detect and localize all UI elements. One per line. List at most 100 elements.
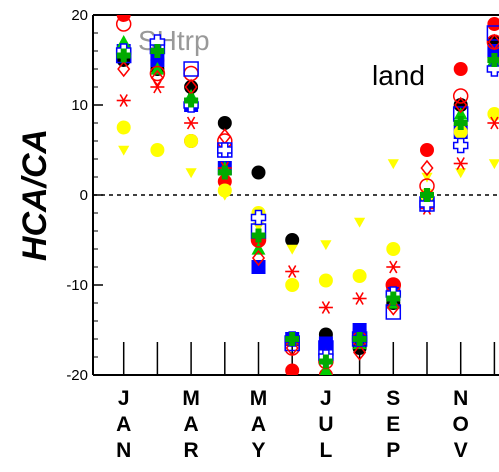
point-diamond-open xyxy=(150,69,164,87)
month-letter: A xyxy=(184,413,199,436)
month-letter: J xyxy=(320,387,332,410)
month-letter: P xyxy=(386,439,400,462)
point-plus xyxy=(322,354,329,369)
point-triangle-down xyxy=(151,145,163,156)
month-letter: N xyxy=(116,439,131,462)
point-plus xyxy=(424,188,430,202)
land-annotation: land xyxy=(372,60,425,91)
point-diamond-open xyxy=(386,299,400,316)
point-diamond-open xyxy=(454,96,468,114)
month-letter: R xyxy=(184,439,199,462)
point-plus xyxy=(289,332,296,346)
point-circle xyxy=(386,242,401,256)
point-circle xyxy=(285,363,300,375)
data-markers xyxy=(115,15,499,375)
point-diamond-open xyxy=(353,344,367,361)
month-letter: M xyxy=(182,387,200,410)
month-letter: V xyxy=(454,439,468,462)
point-cross-open xyxy=(250,209,267,226)
point-cross-open xyxy=(452,137,469,154)
point-plus xyxy=(457,116,464,130)
point-circle xyxy=(487,17,499,31)
point-asterisk xyxy=(453,157,468,170)
point-triangle xyxy=(150,62,165,75)
point-triangle-down xyxy=(421,172,433,183)
point-circle xyxy=(116,15,131,22)
point-circle-open xyxy=(115,16,132,32)
point-circle xyxy=(251,165,266,180)
point-asterisk xyxy=(487,116,499,130)
point-circle xyxy=(420,143,434,157)
point-asterisk xyxy=(386,260,401,274)
point-triangle xyxy=(453,107,468,120)
plot-title: SHtrp xyxy=(138,25,210,56)
point-triangle-down xyxy=(219,190,231,201)
point-square xyxy=(150,53,165,67)
point-asterisk xyxy=(116,94,131,107)
point-triangle xyxy=(251,242,266,255)
point-circle xyxy=(318,273,333,288)
point-plus xyxy=(390,291,397,306)
month-letter: S xyxy=(386,387,400,410)
y-tick-label: -10 xyxy=(66,277,88,294)
point-triangle-down xyxy=(387,159,399,170)
point-square-open xyxy=(486,25,499,41)
point-circle xyxy=(453,125,468,139)
point-diamond-open xyxy=(420,159,434,177)
point-plus xyxy=(255,228,262,243)
point-diamond-open xyxy=(251,249,266,267)
point-triangle-down xyxy=(185,168,197,179)
month-letter: M xyxy=(250,387,268,410)
point-circle xyxy=(285,233,300,247)
point-square xyxy=(487,44,499,58)
y-tick-label: 0 xyxy=(80,187,88,204)
point-diamond-open xyxy=(218,128,232,145)
point-square-open xyxy=(183,61,199,77)
y-axis-label: HCA/CA xyxy=(16,129,54,261)
point-circle xyxy=(453,62,468,76)
point-plus xyxy=(221,165,228,180)
point-plus xyxy=(120,48,127,63)
point-circle-open xyxy=(452,88,469,104)
month-letter: O xyxy=(453,413,469,436)
month-letter: U xyxy=(318,413,333,436)
point-plus xyxy=(491,53,498,67)
point-circle xyxy=(184,134,199,148)
month-letter: Y xyxy=(251,439,265,462)
month-letter: A xyxy=(116,413,131,436)
point-circle xyxy=(285,278,300,292)
point-circle xyxy=(217,116,232,130)
point-triangle-down xyxy=(354,217,366,228)
point-plus xyxy=(154,44,161,58)
point-triangle-down xyxy=(286,244,298,255)
point-cross-open xyxy=(217,142,233,158)
y-tick-label: 10 xyxy=(71,97,88,114)
point-triangle-down xyxy=(488,159,499,170)
point-asterisk xyxy=(285,265,300,278)
point-triangle-down xyxy=(118,145,130,156)
y-tick-label: 20 xyxy=(71,7,88,24)
point-asterisk xyxy=(150,80,165,94)
month-letter: A xyxy=(251,413,266,436)
x-tick-marks xyxy=(122,342,496,375)
y-tick-label: -20 xyxy=(66,367,88,384)
point-triangle-down xyxy=(455,168,467,179)
y-tick-labels: 20 10 0 -10 -20 xyxy=(66,7,88,384)
point-circle-open xyxy=(149,65,166,82)
point-plus xyxy=(188,93,195,108)
point-circle xyxy=(352,269,367,283)
point-circle xyxy=(116,120,131,135)
point-triangle-down xyxy=(320,240,332,251)
month-letter: N xyxy=(453,387,468,410)
point-square xyxy=(251,260,266,274)
point-diamond-open xyxy=(117,60,131,78)
point-asterisk xyxy=(184,116,199,130)
point-plus xyxy=(356,332,363,346)
point-asterisk xyxy=(318,301,333,314)
point-asterisk xyxy=(352,292,367,305)
point-diamond-open xyxy=(487,33,499,51)
point-circle-open xyxy=(183,65,199,82)
month-letter: L xyxy=(319,439,332,462)
